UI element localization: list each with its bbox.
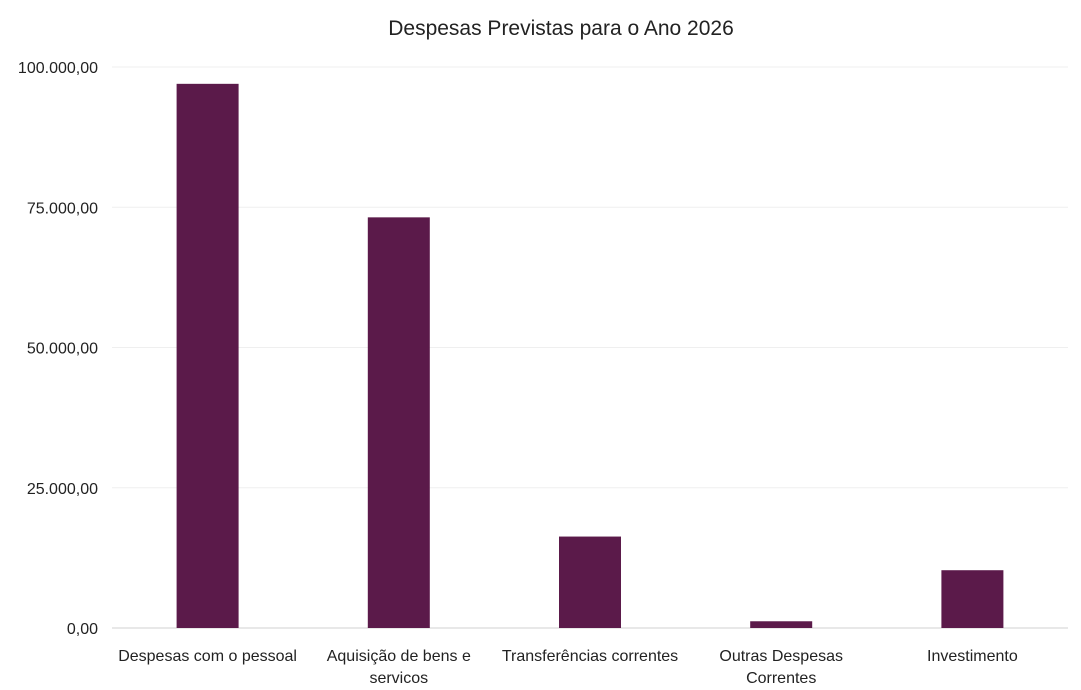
x-category-label: Despesas com o pessoal bbox=[118, 648, 297, 665]
x-category-label: Investimento bbox=[927, 648, 1018, 665]
bar bbox=[176, 83, 239, 628]
bars bbox=[176, 83, 1004, 628]
y-tick-label: 75.000,00 bbox=[27, 200, 98, 217]
gridlines bbox=[112, 66, 1068, 629]
y-tick-label: 0,00 bbox=[67, 621, 98, 638]
x-category-label: Transferências correntes bbox=[502, 648, 678, 665]
bar bbox=[559, 536, 621, 628]
y-tick-label: 50.000,00 bbox=[27, 341, 98, 358]
x-axis-category-labels: Despesas com o pessoal Aquisição de bens … bbox=[118, 648, 1018, 687]
x-category-label: Aquisição de bens e bbox=[327, 648, 471, 665]
bar bbox=[367, 217, 430, 628]
x-category-label: Correntes bbox=[746, 670, 816, 685]
y-tick-label: 100.000,00 bbox=[18, 60, 98, 77]
x-category-label: servicos bbox=[369, 670, 428, 685]
chart-title: Despesas Previstas para o Ano 2026 bbox=[388, 17, 734, 40]
x-category-label: Outras Despesas bbox=[719, 648, 843, 665]
bar bbox=[941, 570, 1004, 628]
bar bbox=[750, 621, 813, 628]
y-tick-label: 25.000,00 bbox=[27, 481, 98, 498]
y-axis-tick-labels: 0,00 25.000,00 50.000,00 75.000,00 100.000,0… bbox=[18, 60, 98, 638]
